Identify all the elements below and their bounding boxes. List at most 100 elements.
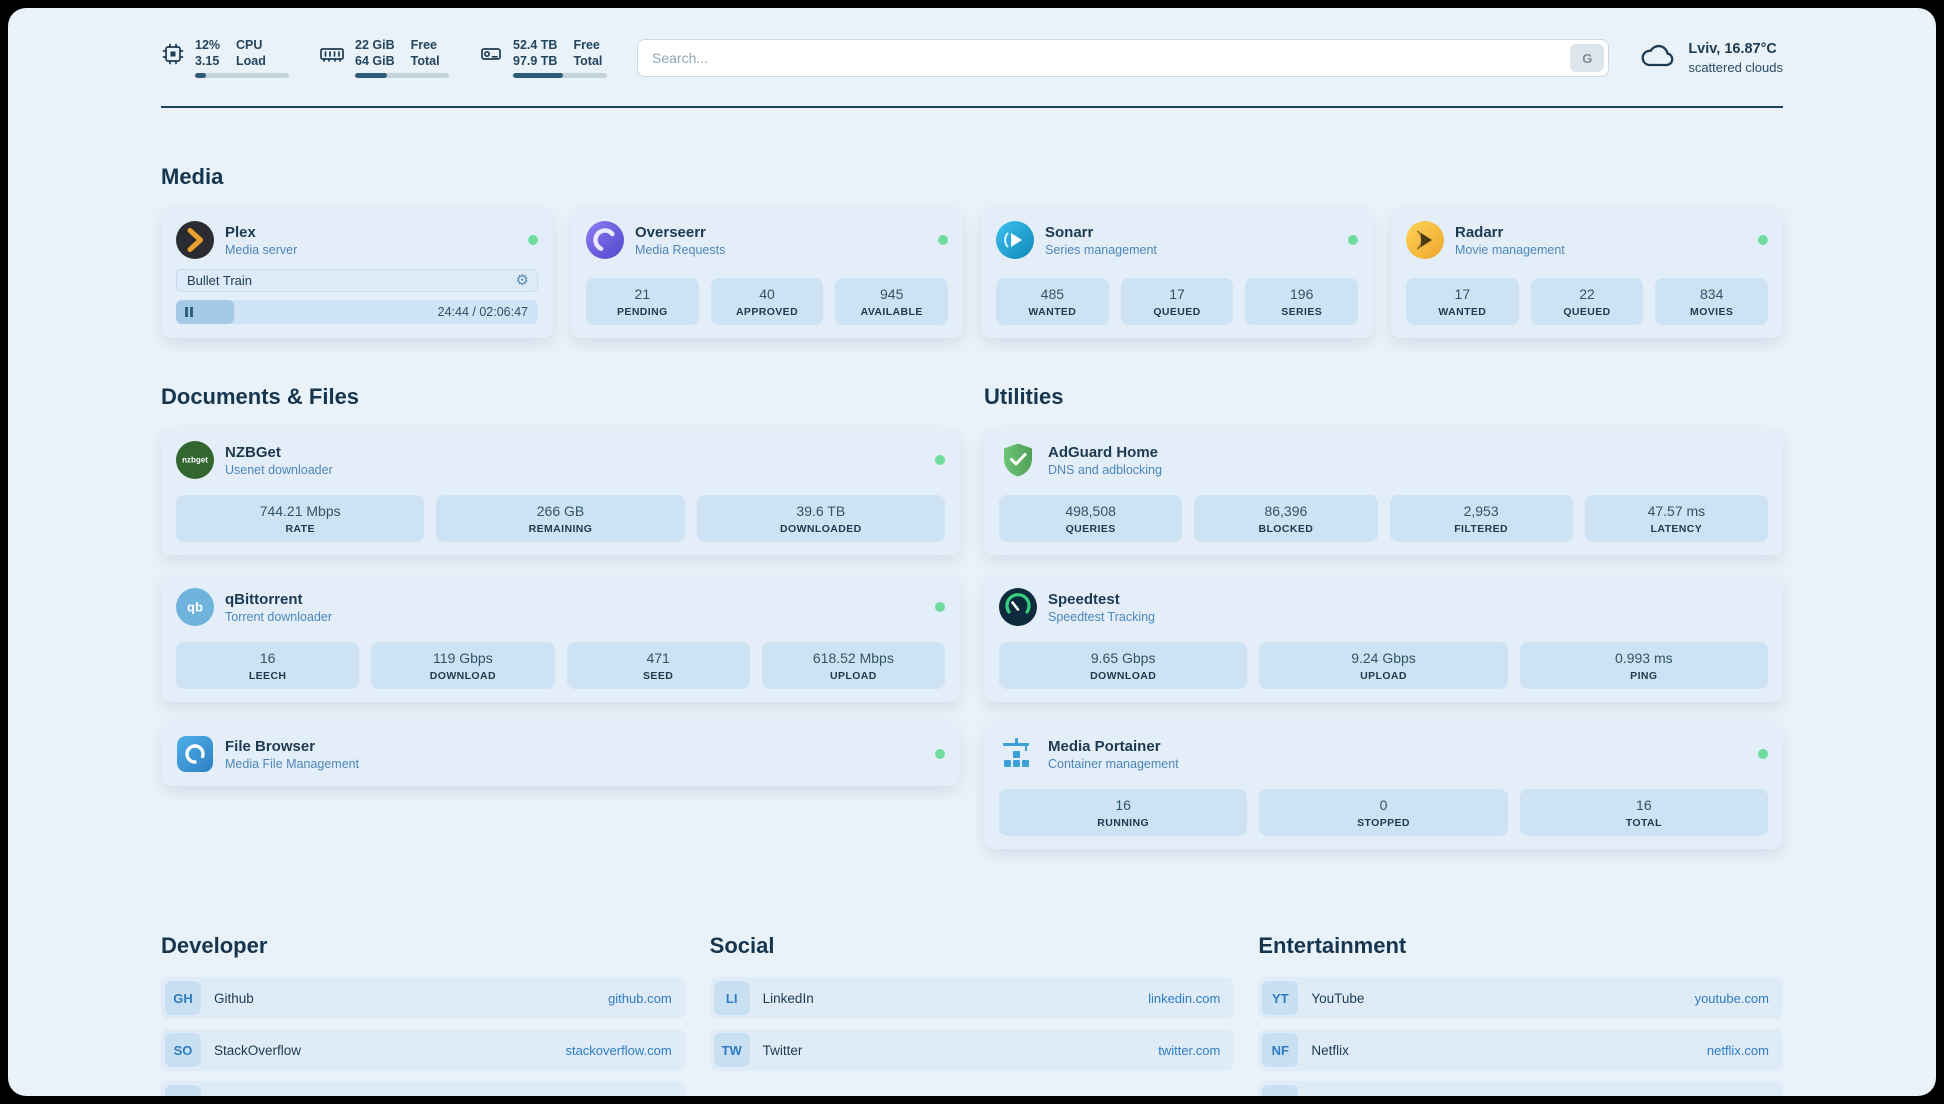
stat-label: FILTERED (1454, 523, 1508, 535)
service-name: NZBGet (225, 443, 281, 461)
playback-progress-fill (176, 300, 234, 324)
stat-box: 0.993 ms PING (1519, 642, 1768, 689)
qbittorrent-card[interactable]: qb qBittorrent Torrent downloader 16 LEE… (161, 575, 960, 702)
radarr-card[interactable]: Radarr Movie management 17 WANTED 22 QUE… (1391, 208, 1783, 338)
search-engine-button[interactable]: G (1570, 44, 1605, 72)
stat-value: 266 GB (536, 503, 585, 519)
bookmarks-area: Developer GH Github github.com SO StackO… (161, 933, 1783, 1096)
overseerr-card[interactable]: Overseerr Media Requests 21 PENDING 40 A… (571, 208, 963, 338)
filebrowser-card[interactable]: File Browser Media File Management (161, 722, 960, 786)
svg-text:nzbget: nzbget (182, 456, 208, 465)
disk-progress-fill (513, 73, 563, 78)
bookmark-netflix[interactable]: NF Netflix netflix.com (1258, 1029, 1783, 1071)
stat-value: 21 (634, 286, 651, 302)
stat-label: APPROVED (735, 306, 799, 318)
status-dot (935, 455, 945, 465)
stat-label: STOPPED (1357, 817, 1410, 829)
search-input[interactable] (637, 39, 1610, 77)
stat-label: PENDING (617, 306, 668, 318)
portainer-card[interactable]: Media Portainer Container management 16 … (984, 722, 1783, 849)
ram-label-secondary: Total (410, 54, 440, 68)
status-dot (1348, 235, 1358, 245)
bookmark-stackoverflow[interactable]: SO StackOverflow stackoverflow.com (161, 1029, 686, 1071)
stat-label: UPLOAD (830, 670, 877, 682)
plex-card[interactable]: Plex Media server Bullet Train ⚙ 24:44 (161, 208, 553, 338)
bookmark-name: Twitter (762, 1042, 803, 1058)
stat-box: 16 RUNNING (999, 789, 1248, 836)
speedtest-card[interactable]: Speedtest Speedtest Tracking 9.65 Gbps D… (984, 575, 1783, 702)
now-playing-row: Bullet Train ⚙ (176, 269, 538, 292)
stat-value: 498,508 (1065, 503, 1116, 519)
service-name: Sonarr (1045, 223, 1094, 241)
playback-progress: 24:44 / 02:06:47 (176, 300, 538, 324)
stat-value: 86,396 (1264, 503, 1308, 519)
weather-widget: Lviv, 16.87°C scattered clouds (1639, 41, 1783, 76)
stat-label: LEECH (248, 670, 287, 682)
bookmark-github[interactable]: GH Github github.com (161, 977, 686, 1019)
stat-label: SERIES (1281, 306, 1323, 318)
bookmark-icon: LI (713, 981, 750, 1015)
bookmark-icon: TW (713, 1033, 750, 1067)
bookmark-name: Github (214, 990, 254, 1006)
stat-value: 618.52 Mbps (812, 650, 894, 666)
stat-box: 834 MOVIES (1655, 278, 1769, 325)
section-heading-entertainment: Entertainment (1258, 933, 1407, 958)
stat-box: 40 APPROVED (710, 278, 824, 325)
bookmark-icon: GH (165, 981, 201, 1015)
adguard-icon (999, 441, 1037, 479)
service-name: qBittorrent (225, 590, 303, 608)
stat-label: QUEUED (1153, 306, 1201, 318)
bookmark-twitter[interactable]: TW Twitter twitter.com (709, 1029, 1235, 1071)
bookmark-name: Reddit (1311, 1095, 1350, 1097)
now-playing-title: Bullet Train (187, 273, 253, 288)
stat-box: 471 SEED (566, 642, 750, 689)
section-heading-social: Social (709, 933, 775, 958)
stat-box: 17 QUEUED (1120, 278, 1234, 325)
disk-label: Free (573, 38, 600, 52)
bookmark-linkedin[interactable]: LI LinkedIn linkedin.com (709, 977, 1235, 1019)
stat-value: 471 (646, 650, 670, 666)
stat-box: 485 WANTED (996, 278, 1109, 325)
pause-icon[interactable] (185, 307, 193, 317)
bookmarks-social: Social LI LinkedIn linkedin.com TW Twitt… (709, 933, 1235, 1096)
stat-box: 945 AVAILABLE (835, 278, 949, 325)
settings-icon[interactable]: ⚙ (515, 272, 529, 289)
stat-box: 17 WANTED (1406, 278, 1519, 325)
stat-value: 16 (259, 650, 276, 666)
service-name: Speedtest (1048, 590, 1120, 608)
service-desc: Usenet downloader (225, 462, 333, 477)
service-desc: Media Requests (635, 242, 726, 257)
bookmark-youtube[interactable]: YT YouTube youtube.com (1258, 977, 1783, 1019)
stat-label: TOTAL (1625, 817, 1662, 829)
bookmarks-entertainment: Entertainment YT YouTube youtube.com NF … (1258, 933, 1783, 1096)
stat-value: 744.21 Mbps (259, 503, 341, 519)
stat-value: 16 (1636, 797, 1652, 813)
cloud-icon (1639, 41, 1677, 76)
bookmark-reddit[interactable]: RE Reddit reddit.com (1258, 1081, 1783, 1096)
stat-box: 9.24 Gbps UPLOAD (1259, 642, 1508, 689)
weather-condition: scattered clouds (1688, 60, 1783, 75)
stat-box: 9.65 Gbps DOWNLOAD (999, 642, 1248, 689)
bookmark-dev[interactable]: DT DEV dev.to (161, 1081, 686, 1096)
sonarr-card[interactable]: Sonarr Series management 485 WANTED 17 Q… (981, 208, 1373, 338)
stat-value: 945 (880, 286, 904, 302)
bookmark-icon: RE (1262, 1085, 1299, 1096)
adguard-card[interactable]: AdGuard Home DNS and adblocking 498,508 … (984, 428, 1783, 555)
top-bar: 12% 3.15 CPU Load (161, 8, 1783, 78)
plex-icon (176, 221, 214, 259)
stat-box: 47.57 ms LATENCY (1584, 495, 1768, 542)
stat-label: DOWNLOAD (1090, 670, 1157, 682)
service-desc: Speedtest Tracking (1048, 609, 1156, 624)
stat-value: 2,953 (1463, 503, 1499, 519)
stat-box: 2,953 FILTERED (1389, 495, 1573, 542)
speedtest-icon (999, 588, 1037, 626)
bookmark-name: YouTube (1311, 990, 1365, 1006)
ram-value: 22 GiB (355, 38, 395, 52)
cpu-icon (161, 42, 185, 66)
cpu-value-secondary: 3.15 (195, 54, 220, 68)
nzbget-card[interactable]: nzbget NZBGet Usenet downloader 744.21 M… (161, 428, 960, 555)
status-dot (935, 749, 945, 759)
stat-box: 86,396 BLOCKED (1194, 495, 1378, 542)
status-dot (528, 235, 538, 245)
section-heading-utilities: Utilities (984, 384, 1064, 409)
